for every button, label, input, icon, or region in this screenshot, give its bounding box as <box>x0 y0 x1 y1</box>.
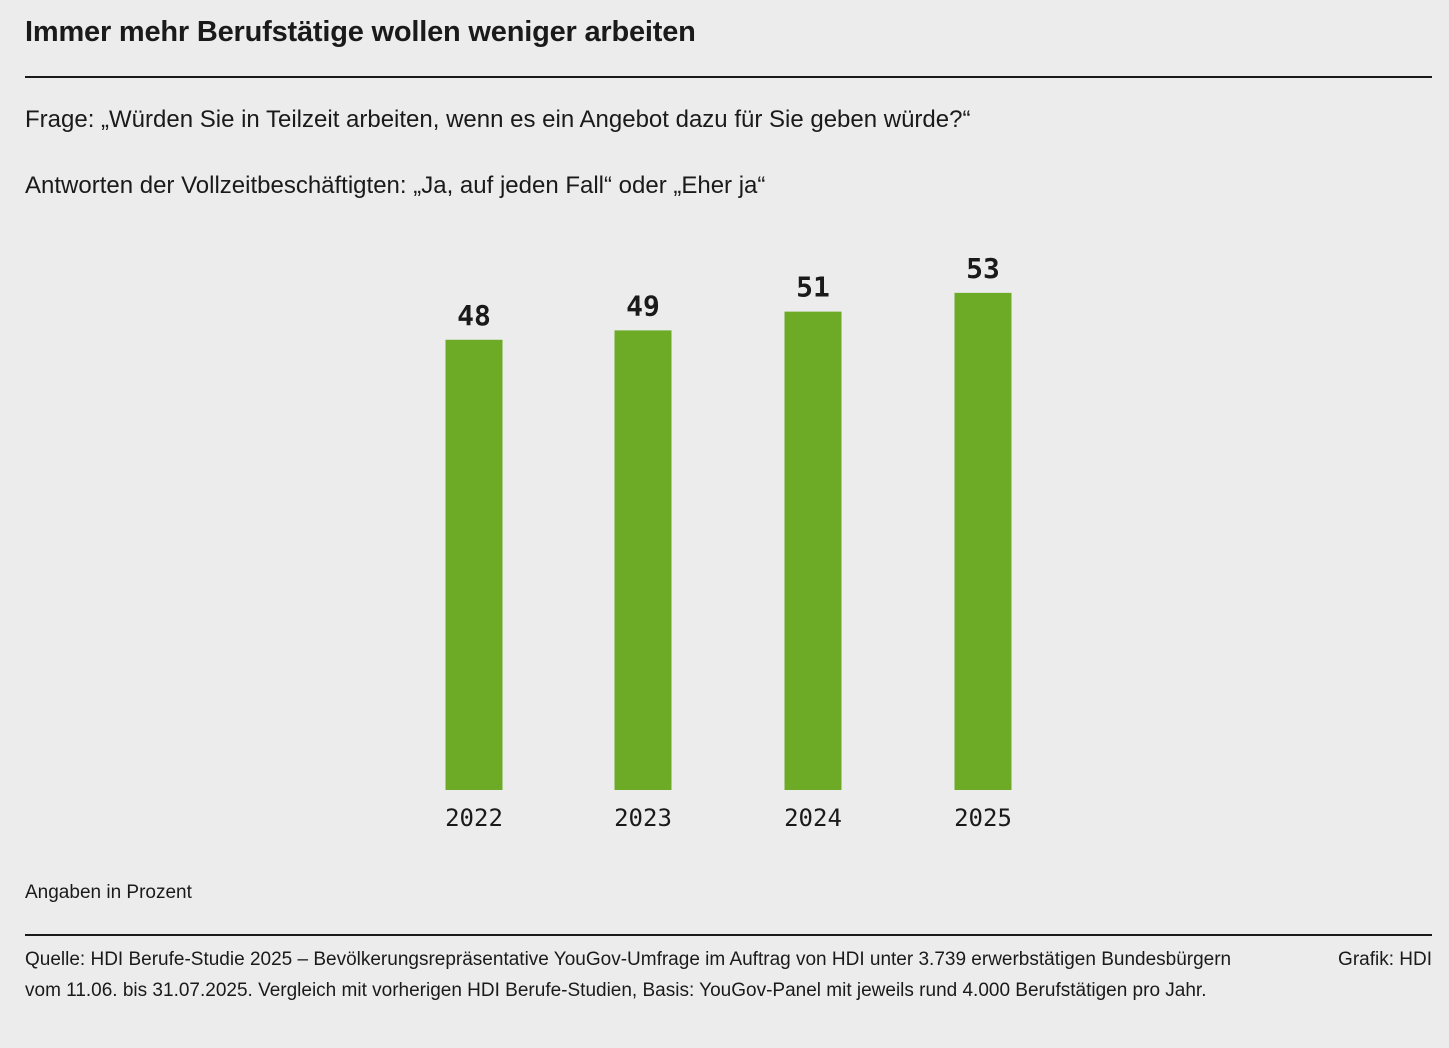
survey-question: Frage: „Würden Sie in Teilzeit arbeiten,… <box>25 106 971 133</box>
chart-title: Immer mehr Berufstätige wollen weniger a… <box>25 16 696 48</box>
x-tick-label-2022: 2022 <box>445 804 503 832</box>
graphic-credit: Grafik: HDI <box>1338 949 1432 970</box>
footer-divider <box>25 934 1432 936</box>
bar-2025 <box>954 292 1012 790</box>
x-tick-label-2025: 2025 <box>954 804 1012 832</box>
bar-2022 <box>445 339 503 790</box>
unit-note: Angaben in Prozent <box>25 882 192 903</box>
data-label-2025: 53 <box>966 252 1000 285</box>
x-tick-label-2023: 2023 <box>614 804 672 832</box>
data-label-2023: 49 <box>626 289 660 322</box>
data-label-2024: 51 <box>796 271 830 304</box>
source-note: Quelle: HDI Berufe-Studie 2025 – Bevölke… <box>25 949 1232 1001</box>
answer-description: Antworten der Vollzeitbeschäftigten: „Ja… <box>25 172 766 199</box>
x-tick-label-2024: 2024 <box>784 804 842 832</box>
bar-2024 <box>784 311 842 790</box>
data-label-2022: 48 <box>457 299 491 332</box>
bar-2023 <box>614 330 672 790</box>
header-divider <box>25 76 1432 78</box>
